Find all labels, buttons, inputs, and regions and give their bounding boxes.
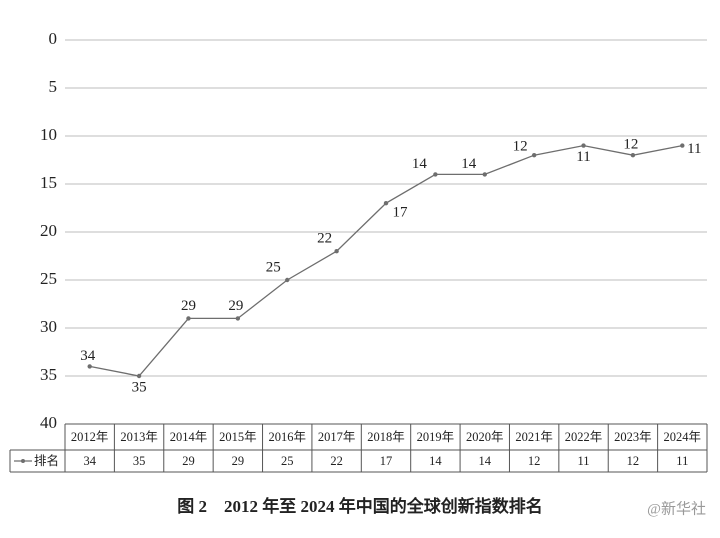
table-value: 12 bbox=[627, 454, 640, 468]
x-tick-label: 2013年 bbox=[120, 430, 158, 444]
legend-label: 排名 bbox=[34, 453, 59, 468]
data-label: 11 bbox=[687, 141, 701, 157]
x-tick-label: 2012年 bbox=[71, 430, 109, 444]
watermark: @新华社 bbox=[647, 500, 706, 517]
data-label: 25 bbox=[266, 259, 281, 275]
y-tick-label: 10 bbox=[40, 125, 57, 144]
point bbox=[581, 143, 586, 148]
point bbox=[680, 143, 685, 148]
y-tick-label: 15 bbox=[40, 173, 57, 192]
point bbox=[433, 172, 438, 177]
data-label: 11 bbox=[576, 149, 590, 165]
y-tick-label: 0 bbox=[49, 29, 58, 48]
data-label: 22 bbox=[317, 231, 332, 247]
point bbox=[186, 316, 191, 321]
point bbox=[136, 373, 142, 379]
data-label: 14 bbox=[412, 156, 428, 172]
data-label: 29 bbox=[228, 298, 243, 314]
x-tick-label: 2014年 bbox=[170, 430, 208, 444]
point bbox=[630, 153, 636, 158]
x-tick-label: 2019年 bbox=[417, 430, 455, 444]
x-tick-label: 2015年 bbox=[219, 430, 257, 444]
table-value: 14 bbox=[429, 454, 442, 468]
data-label: 17 bbox=[393, 205, 409, 221]
x-tick-label: 2016年 bbox=[268, 430, 306, 444]
data-label: 35 bbox=[132, 379, 147, 395]
data-label: 14 bbox=[461, 156, 477, 172]
point bbox=[334, 249, 339, 254]
y-tick-label: 25 bbox=[40, 269, 57, 288]
table-value: 11 bbox=[578, 454, 590, 468]
point bbox=[235, 316, 241, 321]
table-value: 12 bbox=[528, 454, 541, 468]
point bbox=[285, 277, 290, 283]
x-tick-label: 2020年 bbox=[466, 430, 504, 444]
table-value: 14 bbox=[479, 454, 492, 468]
data-label: 12 bbox=[623, 137, 638, 153]
table-value: 22 bbox=[330, 454, 343, 468]
table-value: 35 bbox=[133, 454, 146, 468]
y-tick-label: 35 bbox=[40, 365, 57, 384]
point bbox=[87, 364, 92, 369]
point bbox=[383, 201, 389, 206]
table-value: 11 bbox=[676, 454, 688, 468]
point bbox=[531, 153, 537, 158]
y-tick-label: 30 bbox=[40, 317, 57, 336]
table-value: 29 bbox=[182, 454, 195, 468]
y-tick-label: 40 bbox=[40, 413, 57, 432]
data-label: 12 bbox=[513, 139, 528, 155]
table-value: 29 bbox=[232, 454, 245, 468]
x-tick-label: 2017年 bbox=[318, 430, 356, 444]
x-tick-label: 2024年 bbox=[664, 430, 702, 444]
data-label: 34 bbox=[80, 348, 96, 364]
x-tick-label: 2022年 bbox=[565, 430, 603, 444]
table-value: 17 bbox=[380, 454, 393, 468]
x-tick-label: 2021年 bbox=[515, 430, 553, 444]
chart-title: 图 2 2012 年至 2024 年中国的全球创新指数排名 bbox=[177, 496, 543, 516]
point bbox=[482, 172, 487, 177]
y-tick-label: 5 bbox=[49, 77, 58, 96]
data-label: 29 bbox=[181, 298, 196, 314]
y-tick-label: 20 bbox=[40, 221, 57, 240]
x-tick-label: 2023年 bbox=[614, 430, 652, 444]
table-value: 25 bbox=[281, 454, 294, 468]
x-tick-label: 2018年 bbox=[367, 430, 405, 444]
table-value: 34 bbox=[83, 454, 96, 468]
legend-marker bbox=[21, 459, 25, 463]
